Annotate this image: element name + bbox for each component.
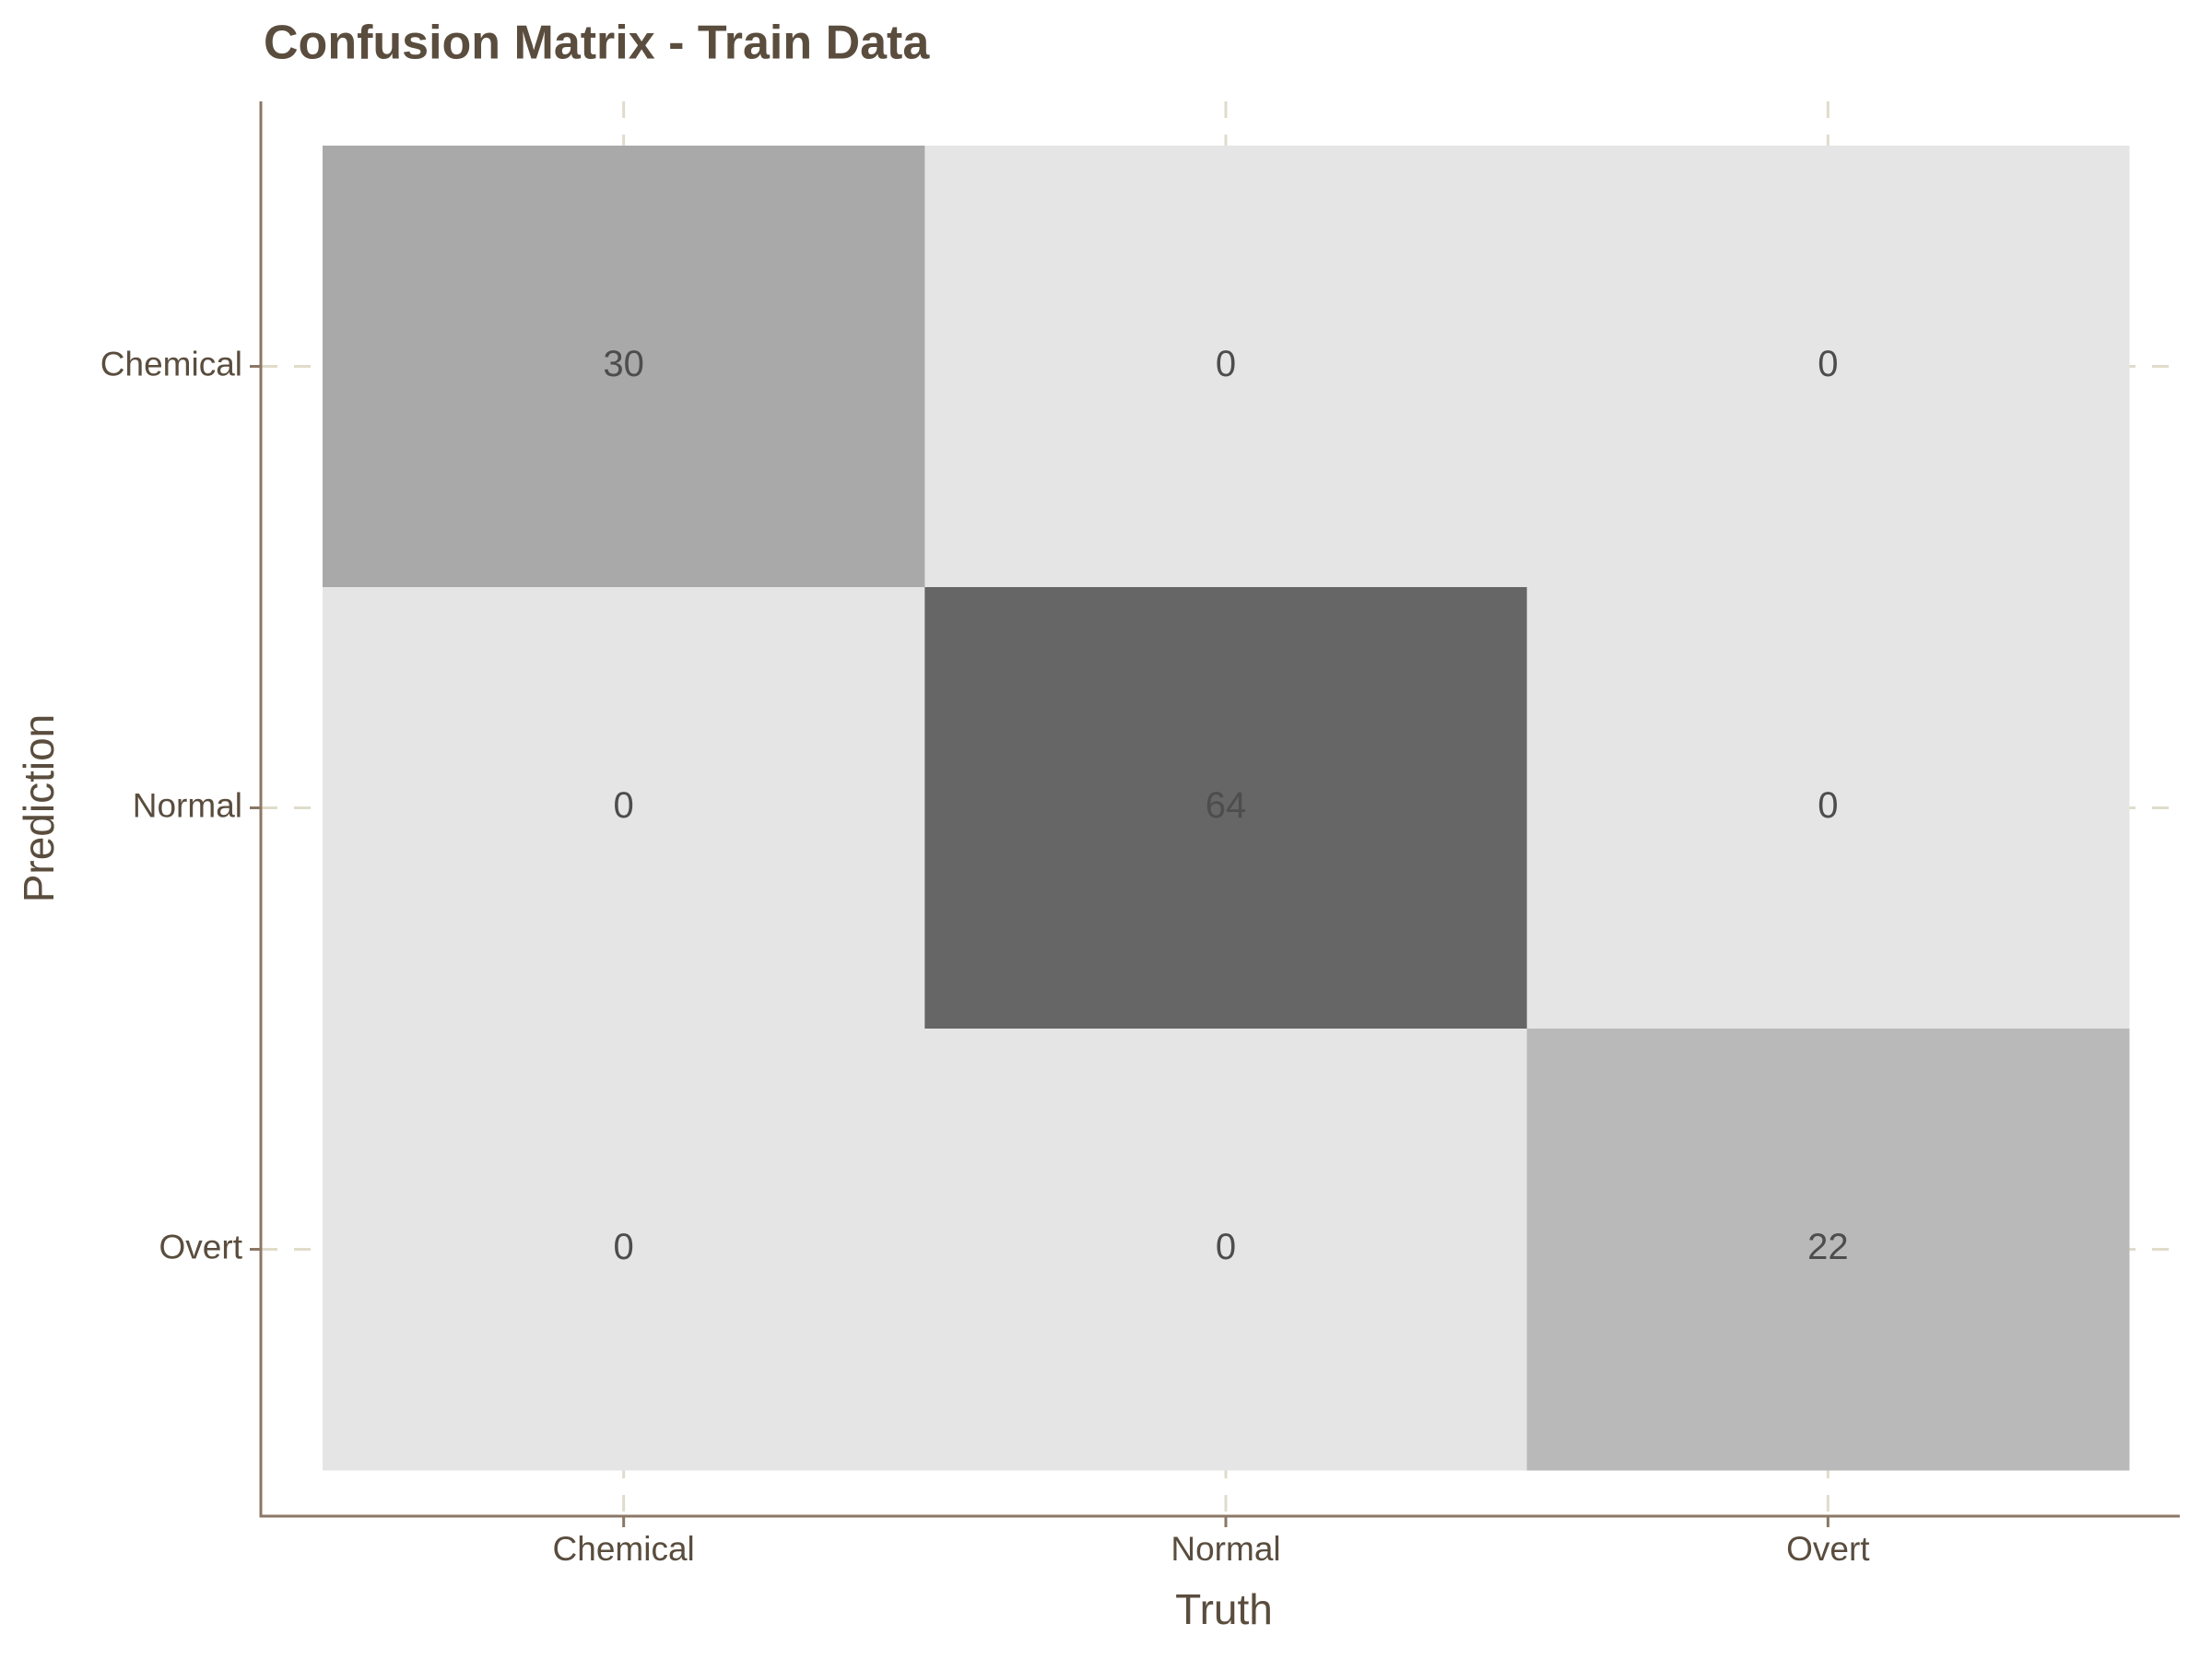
cell-label: 64 — [1206, 785, 1247, 826]
x-axis-title: Truth — [1175, 1585, 1273, 1633]
cell-label: 0 — [1216, 344, 1236, 384]
cell — [323, 587, 925, 1030]
cell — [323, 146, 925, 588]
x-tick-label: Chemical — [553, 1530, 695, 1568]
x-tick-label: Overt — [1786, 1530, 1870, 1568]
cell — [924, 146, 1528, 588]
cell — [924, 587, 1528, 1030]
chart-title: Confusion Matrix - Train Data — [264, 17, 930, 70]
cell-label: 0 — [1818, 785, 1838, 826]
y-tick-label: Overt — [159, 1228, 243, 1265]
cell-label: 0 — [1216, 1227, 1236, 1267]
cell — [1526, 146, 2130, 588]
y-tick-label: Normal — [133, 786, 242, 824]
cell-label: 0 — [614, 1227, 634, 1267]
y-tick-label: Chemical — [100, 345, 242, 382]
cell — [323, 1029, 925, 1471]
cell-label: 30 — [603, 344, 644, 384]
cell — [924, 1029, 1528, 1471]
x-tick-label: Normal — [1171, 1530, 1280, 1568]
cell — [1526, 1029, 2130, 1471]
y-axis-title: Prediction — [15, 714, 63, 903]
cell — [1526, 587, 2130, 1030]
cell-label: 22 — [1807, 1227, 1849, 1267]
cell-label: 0 — [1818, 344, 1838, 384]
cell-label: 0 — [614, 785, 634, 826]
